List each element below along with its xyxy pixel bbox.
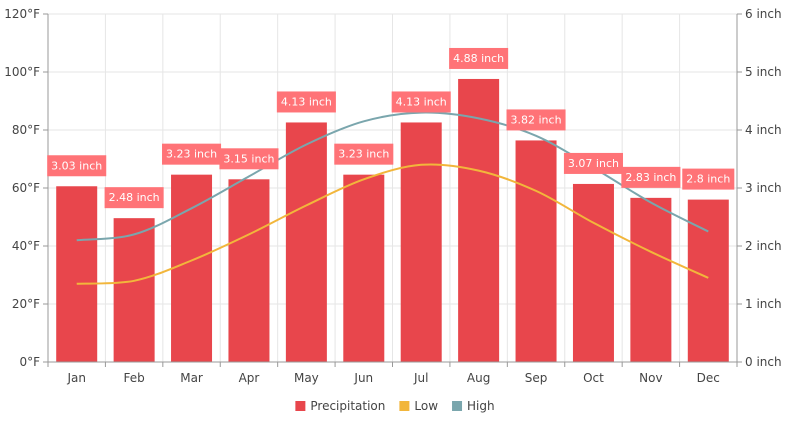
precipitation-data-label: 3.82 inch — [506, 109, 566, 131]
data-label-text: 2.8 inch — [686, 173, 730, 186]
data-label-text: 4.13 inch — [396, 95, 447, 108]
data-label-text: 3.07 inch — [568, 157, 619, 170]
data-label-text: 4.88 inch — [453, 52, 504, 65]
precipitation-data-label: 2.8 inch — [682, 168, 735, 190]
data-label-box — [621, 166, 681, 188]
temperature-lines — [76, 111, 709, 285]
left-tick-label: 80°F — [12, 123, 40, 137]
legend-label: High — [467, 399, 495, 413]
legend-item: High — [452, 399, 495, 413]
right-tick-label: 3 inch — [745, 181, 782, 195]
precipitation-bar — [171, 174, 213, 362]
left-tick-label: 20°F — [12, 297, 40, 311]
precipitation-bar — [400, 122, 442, 363]
data-label-box — [276, 91, 336, 113]
precipitation-bar — [687, 199, 729, 362]
precipitation-bars — [56, 78, 729, 363]
precipitation-bar — [228, 179, 270, 362]
data-label-box — [563, 152, 623, 174]
data-labels: 3.03 inch 2.48 inch 3.23 inch 3.15 inch 4.13… — [47, 47, 735, 209]
left-tick-label: 100°F — [4, 65, 40, 79]
x-tick-label: Apr — [239, 371, 260, 385]
precipitation-bar — [630, 197, 672, 362]
legend-item: Low — [399, 399, 438, 413]
legend-swatch — [399, 401, 410, 411]
precipitation-data-label: 4.13 inch — [391, 91, 451, 113]
data-label-text: 2.83 inch — [625, 171, 676, 184]
data-label-box — [506, 109, 566, 131]
data-label-text: 3.23 inch — [166, 148, 217, 161]
x-tick-label: Aug — [467, 371, 490, 385]
precipitation-bar — [572, 183, 614, 362]
right-tick-label: 2 inch — [745, 239, 782, 253]
x-tick-label: Jan — [66, 371, 86, 385]
data-label-text: 2.48 inch — [109, 191, 160, 204]
left-tick-label: 0°F — [19, 355, 40, 369]
precipitation-data-label: 3.07 inch — [563, 152, 623, 174]
right-tick-label: 1 inch — [745, 297, 782, 311]
precipitation-bar — [458, 78, 500, 363]
legend-swatch — [295, 401, 306, 411]
precipitation-bar — [56, 186, 98, 362]
legend-items: Precipitation Low High — [295, 399, 495, 413]
precipitation-data-label: 4.13 inch — [276, 91, 336, 113]
data-label-box — [449, 47, 509, 69]
precipitation-data-label: 2.83 inch — [621, 166, 681, 188]
data-label-box — [162, 143, 222, 165]
data-label-box — [391, 91, 451, 113]
precipitation-bar — [113, 218, 155, 362]
data-label-text: 4.13 inch — [281, 95, 332, 108]
legend-swatch — [452, 401, 463, 411]
legend-label: Low — [414, 399, 438, 413]
precipitation-data-label: 3.15 inch — [219, 148, 279, 170]
legend-item: Precipitation — [295, 399, 385, 413]
precipitation-data-label: 3.23 inch — [334, 143, 394, 165]
x-tick-label: Oct — [583, 371, 604, 385]
x-tick-label: Nov — [639, 371, 662, 385]
legend-label: Precipitation — [310, 399, 385, 413]
right-tick-label: 0 inch — [745, 355, 782, 369]
precipitation-data-label: 3.03 inch — [47, 155, 107, 177]
low-temperature-line — [76, 163, 709, 285]
right-tick-label: 4 inch — [745, 123, 782, 137]
legend: Precipitation Low High — [295, 399, 495, 413]
x-tick-label: Dec — [697, 371, 720, 385]
precipitation-data-label: 3.23 inch — [162, 143, 222, 165]
data-label-box — [682, 168, 735, 190]
left-tick-label: 40°F — [12, 239, 40, 253]
right-tick-label: 5 inch — [745, 65, 782, 79]
precipitation-data-label: 4.88 inch — [449, 47, 509, 69]
precipitation-bar — [285, 122, 327, 363]
data-label-text: 3.23 inch — [338, 148, 389, 161]
precipitation-bar — [343, 174, 385, 362]
x-tick-label: May — [294, 371, 319, 385]
precipitation-bar — [515, 140, 557, 362]
right-tick-label: 6 inch — [745, 7, 782, 21]
data-label-box — [334, 143, 394, 165]
data-label-text: 3.03 inch — [51, 159, 102, 172]
precipitation-data-label: 2.48 inch — [104, 187, 164, 209]
x-tick-label: Mar — [180, 371, 203, 385]
x-tick-label: Jun — [353, 371, 373, 385]
data-label-text: 3.82 inch — [511, 113, 562, 126]
x-tick-label: Feb — [124, 371, 145, 385]
data-label-box — [219, 148, 279, 170]
high-temperature-line — [76, 111, 709, 242]
data-label-box — [47, 155, 107, 177]
axes: 0°F 20°F 40°F 60°F 80°F 100°F 120°F 0 inch 1 inc… — [4, 7, 781, 385]
x-tick-label: Sep — [525, 371, 548, 385]
x-tick-label: Jul — [413, 371, 428, 385]
left-tick-label: 60°F — [12, 181, 40, 195]
data-label-text: 3.15 inch — [223, 152, 274, 165]
left-tick-label: 120°F — [4, 7, 40, 21]
data-label-box — [104, 187, 164, 209]
